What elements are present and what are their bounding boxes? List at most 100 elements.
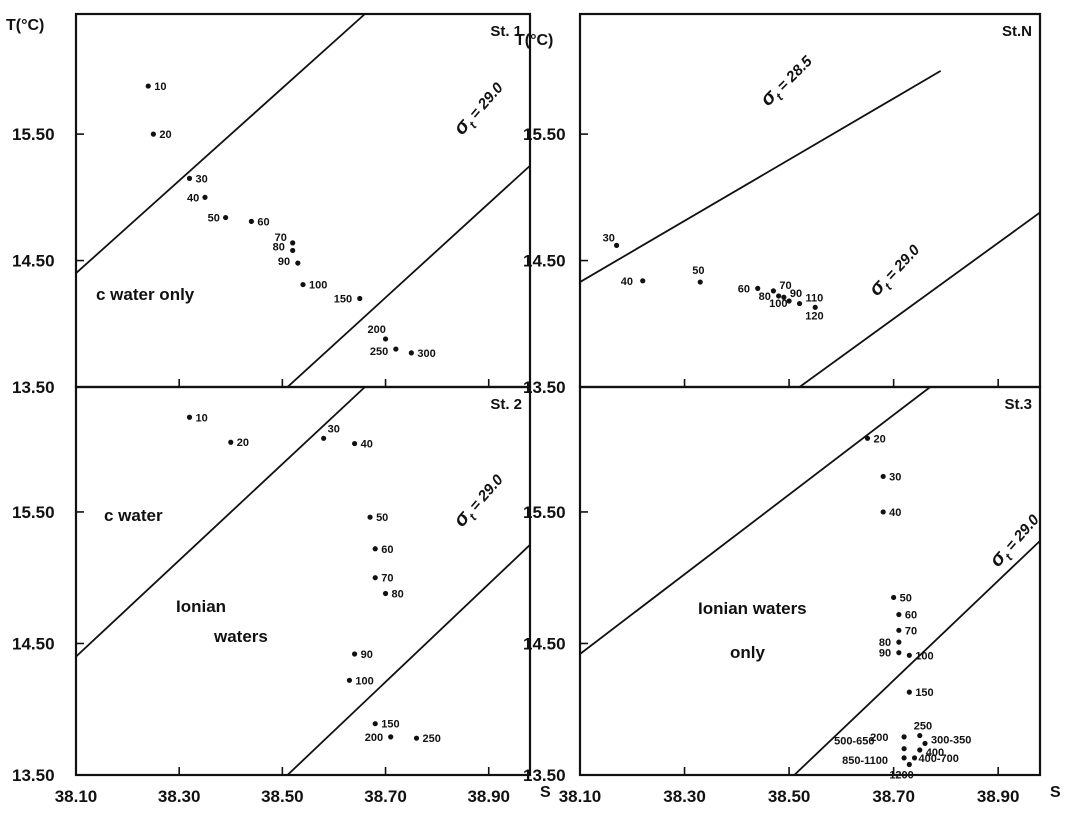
data-point-label: 100 xyxy=(355,675,373,687)
data-point-label: 250 xyxy=(914,721,932,733)
data-point xyxy=(781,294,787,300)
y-tick-label: 14.50 xyxy=(12,634,55,653)
data-point xyxy=(413,735,420,741)
data-point-label: 300-350 xyxy=(931,734,971,746)
isopycnal-line xyxy=(75,386,366,658)
x-tick-label: 38.70 xyxy=(872,787,915,806)
data-point xyxy=(372,575,378,581)
data-point-label: 250 xyxy=(423,733,441,745)
isopycnal-label: σt = 29.0 xyxy=(449,76,510,141)
x-tick-label: 38.70 xyxy=(364,787,407,806)
data-point xyxy=(880,509,886,515)
data-point-label: 90 xyxy=(790,288,802,300)
data-point-label: 150 xyxy=(381,719,399,731)
panel-title: St. 2 xyxy=(490,396,522,413)
x-tick-label: 38.10 xyxy=(55,787,98,806)
y-tick-label: 14.50 xyxy=(12,252,55,271)
x-tick-label: 38.30 xyxy=(663,787,706,806)
data-point-label: 200 xyxy=(368,324,386,336)
data-point xyxy=(796,300,803,307)
x-axis-label: S xyxy=(540,784,551,801)
panel-annotation: Ionian xyxy=(176,597,226,616)
data-point-label: 40 xyxy=(621,276,633,288)
data-point xyxy=(640,278,646,284)
data-point-label: 50 xyxy=(900,592,912,604)
data-point xyxy=(346,677,353,683)
x-tick-label: 38.50 xyxy=(261,787,304,806)
data-point xyxy=(186,175,193,181)
data-point-label: 90 xyxy=(361,649,373,661)
data-point xyxy=(393,346,399,352)
y-tick-label: 14.50 xyxy=(523,634,566,653)
isopycnal-line xyxy=(799,211,1041,388)
data-point-label: 90 xyxy=(879,648,891,660)
data-point xyxy=(367,514,373,520)
data-point xyxy=(880,473,886,480)
data-point xyxy=(388,734,394,740)
data-point-label: 120 xyxy=(805,310,823,322)
data-point-label: 500-650 xyxy=(834,736,874,748)
y-tick-label: 13.50 xyxy=(523,766,566,785)
data-point-label: 80 xyxy=(879,637,891,649)
data-point xyxy=(408,350,414,356)
data-point xyxy=(901,734,907,740)
data-point-label: 400 xyxy=(926,747,944,759)
data-point-label: 300 xyxy=(417,348,435,360)
data-point-label: 80 xyxy=(273,241,285,253)
data-point xyxy=(186,414,193,420)
data-point-label: 40 xyxy=(187,192,199,204)
data-point-label: 20 xyxy=(874,433,886,445)
y-tick-label: 15.50 xyxy=(523,503,566,522)
isopycnal-line xyxy=(286,544,531,776)
panel-title: St.N xyxy=(1002,23,1032,40)
isopycnal-line xyxy=(75,13,366,274)
data-point xyxy=(382,336,389,342)
data-point-label: 80 xyxy=(392,588,404,600)
y-tick-label: 15.50 xyxy=(523,125,566,144)
data-point xyxy=(917,747,923,753)
data-point xyxy=(228,439,234,445)
y-tick-label: 13.50 xyxy=(523,378,566,397)
data-point xyxy=(202,194,208,200)
panel-annotation: Ionian waters xyxy=(698,599,807,618)
data-point xyxy=(786,298,792,304)
y-axis-label: T(°C) xyxy=(6,17,44,34)
data-point xyxy=(864,435,871,441)
x-tick-label: 38.30 xyxy=(158,787,201,806)
x-axis-label: S xyxy=(1050,784,1061,801)
y-tick-label: 13.50 xyxy=(12,766,55,785)
isopycnal-line xyxy=(579,386,931,655)
data-point-label: 40 xyxy=(361,439,373,451)
data-point-label: 60 xyxy=(257,216,269,228)
panel-title: St.3 xyxy=(1004,396,1032,413)
data-point xyxy=(321,435,327,441)
data-point-label: 1200 xyxy=(889,769,913,781)
x-tick-label: 38.90 xyxy=(977,787,1020,806)
data-point xyxy=(697,279,703,285)
data-point xyxy=(906,761,912,768)
isopycnal-line xyxy=(793,540,1041,776)
data-point-label: 60 xyxy=(738,283,750,295)
data-point xyxy=(896,639,902,645)
y-tick-label: 13.50 xyxy=(12,378,55,397)
data-point xyxy=(770,288,777,294)
data-point-label: 70 xyxy=(275,232,287,244)
data-point-label: 150 xyxy=(915,687,933,699)
data-point xyxy=(812,304,818,310)
data-point-label: 200 xyxy=(365,732,383,744)
data-point xyxy=(901,755,907,761)
data-point xyxy=(248,218,255,224)
data-point-label: 60 xyxy=(381,544,393,556)
isopycnal-label: σt = 29.0 xyxy=(865,238,927,302)
data-point xyxy=(901,746,907,752)
data-point xyxy=(776,293,782,299)
isopycnal-line xyxy=(286,165,531,388)
y-tick-label: 15.50 xyxy=(12,503,55,522)
data-point xyxy=(357,295,363,302)
data-point xyxy=(150,131,156,137)
panel-annotation: c water xyxy=(104,506,163,525)
y-axis-label: T(°C) xyxy=(515,32,553,49)
data-point-label: 30 xyxy=(603,232,615,244)
